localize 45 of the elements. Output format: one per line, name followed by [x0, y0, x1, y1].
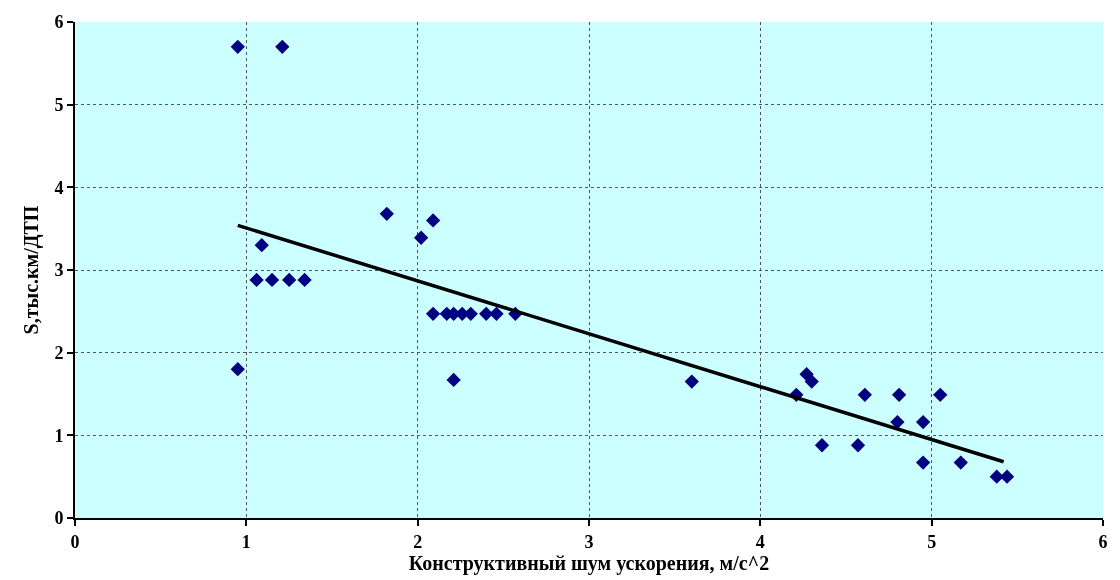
point — [891, 387, 907, 402]
y-tick-label: 1 — [54, 425, 64, 446]
y-axis-title: S,тыс.км/ДТП — [20, 205, 44, 335]
point — [230, 39, 245, 54]
point — [933, 387, 948, 402]
x-axis-title: Конструктивный шум ускорения, м/с^2 — [408, 551, 770, 575]
x-tick-label: 6 — [1098, 531, 1108, 552]
point — [264, 272, 280, 288]
point — [799, 367, 814, 382]
point — [953, 455, 968, 470]
point — [249, 272, 264, 288]
y-tick-label: 3 — [54, 260, 64, 281]
point — [684, 374, 699, 389]
point — [379, 206, 394, 221]
point — [282, 272, 297, 288]
x-tick-label: 0 — [70, 531, 80, 552]
point — [254, 238, 269, 253]
point — [915, 414, 931, 430]
point — [479, 306, 494, 321]
y-tick-label: 0 — [54, 508, 64, 529]
x-tick-label: 5 — [927, 531, 937, 552]
x-tick-label: 2 — [413, 531, 423, 552]
y-tick-label: 5 — [54, 94, 64, 115]
point — [425, 306, 441, 321]
point — [850, 438, 866, 453]
point — [425, 213, 441, 228]
point — [814, 438, 830, 453]
x-tick-label: 3 — [584, 531, 594, 552]
point — [915, 455, 931, 470]
y-tick-label: 6 — [54, 12, 64, 33]
point — [989, 469, 1004, 484]
point — [446, 372, 461, 388]
point — [230, 362, 245, 377]
point — [890, 414, 905, 430]
x-tick-label: 4 — [755, 531, 765, 552]
point — [857, 387, 872, 402]
point — [297, 272, 312, 288]
point — [999, 469, 1015, 484]
point — [275, 39, 290, 54]
x-tick-label: 1 — [241, 531, 251, 552]
y-tick-label: 4 — [54, 177, 64, 198]
point — [413, 230, 429, 245]
point — [489, 306, 504, 321]
y-tick-label: 2 — [54, 342, 64, 363]
point — [804, 374, 819, 389]
